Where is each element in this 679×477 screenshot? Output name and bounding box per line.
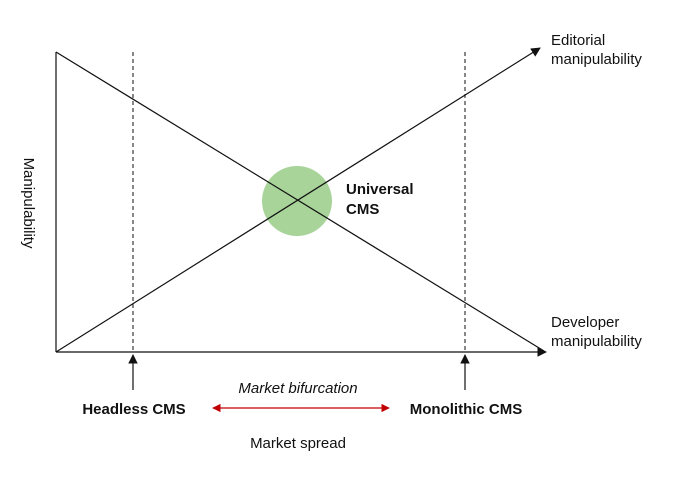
market-bifurcation-label: Market bifurcation [238, 380, 357, 397]
universal-cms-label: Universal CMS [346, 181, 418, 218]
developer-manipulability-line [55, 51, 545, 352]
editorial-manipulability-line [55, 47, 541, 353]
y-axis-label: Manipulability [20, 158, 37, 249]
headless-cms-label: Headless CMS [82, 401, 185, 418]
developer-label: Developer manipulability [551, 314, 642, 350]
editorial-label: Editorial manipulability [551, 32, 642, 68]
monolithic-cms-label: Monolithic CMS [410, 401, 523, 418]
x-axis-label: Market spread [250, 435, 346, 452]
